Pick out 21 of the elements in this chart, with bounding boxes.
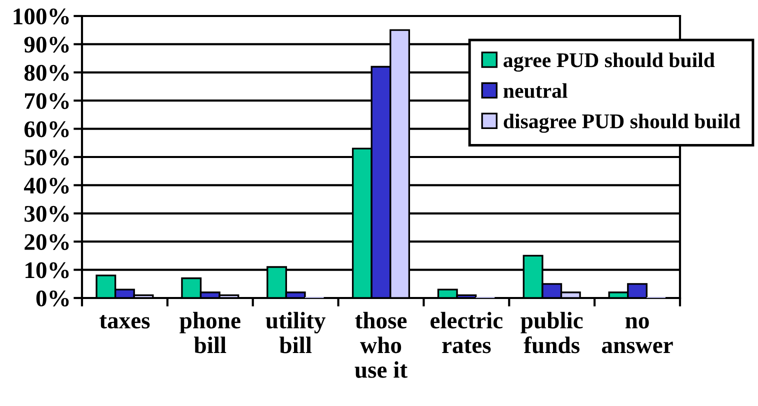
y-tick-label: 40% [24, 178, 69, 194]
x-tick-label: those who use it [354, 312, 408, 378]
x-tick-label: taxes [100, 314, 150, 329]
x-tick-label: utility bill [266, 312, 326, 354]
y-tick-label: 100% [14, 8, 69, 24]
y-tick-label: 50% [24, 149, 69, 166]
y-tick-label: 80% [24, 64, 69, 81]
y-tick-label: 20% [24, 234, 69, 250]
legend-label: disagree PUD should build [504, 114, 740, 133]
y-tick-label: 70% [25, 93, 69, 110]
y-tick-label: 30% [24, 206, 69, 222]
y-tick-label: 10% [26, 262, 69, 278]
x-tick-label: public funds [520, 312, 583, 354]
legend-label: agree PUD should build [504, 52, 715, 72]
y-tick-label: 0% [36, 290, 69, 306]
x-tick-label: no answer [602, 317, 673, 354]
y-tick-label: 90% [24, 36, 69, 53]
y-tick-label: 60% [24, 121, 69, 138]
x-tick-label: electric rates [430, 312, 503, 354]
legend-label: neutral [503, 83, 568, 98]
x-tick-label: phone bill [180, 312, 240, 354]
